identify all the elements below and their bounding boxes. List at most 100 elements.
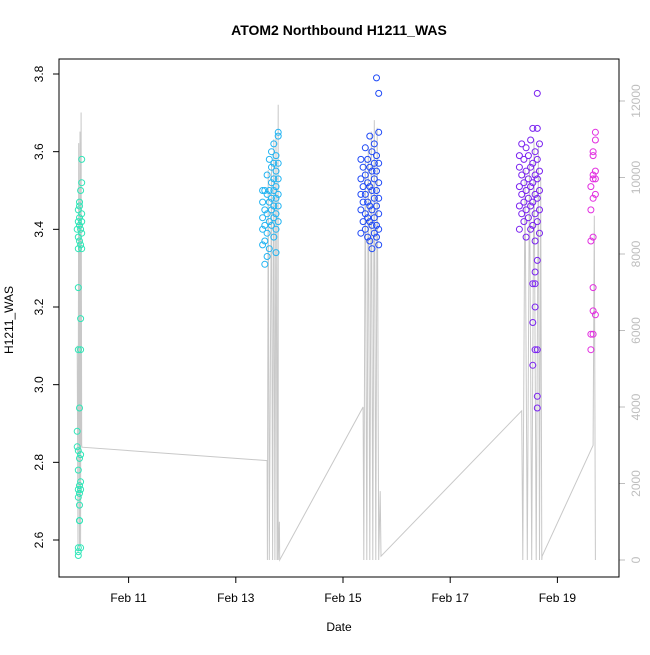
data-point (359, 163, 367, 171)
data-point (361, 144, 369, 152)
plot-area-border (58, 58, 620, 578)
data-point (531, 190, 539, 198)
data-point (375, 89, 383, 97)
data-point (515, 152, 523, 160)
data-point (373, 74, 380, 82)
data-point (270, 140, 278, 148)
data-point (375, 159, 383, 167)
data-point (518, 210, 526, 218)
data-point (73, 427, 81, 435)
data-point (375, 179, 383, 187)
data-point (591, 167, 599, 175)
y2-tick-label: 8000 (629, 240, 643, 267)
data-point (529, 198, 537, 206)
data-point (531, 346, 539, 354)
data-point (259, 214, 267, 222)
series-4 (515, 89, 543, 412)
data-point (529, 319, 537, 326)
y-tick-label: 3.6 (32, 143, 46, 160)
data-point (263, 253, 271, 260)
data-point (529, 179, 537, 187)
data-point (74, 233, 82, 241)
data-point (357, 155, 365, 163)
data-point (274, 202, 282, 210)
data-point (370, 140, 378, 148)
y-axis-label: H1211_WAS (2, 286, 16, 354)
data-point (364, 214, 372, 222)
data-point (259, 198, 267, 206)
data-point (357, 190, 365, 198)
data-point (76, 202, 83, 210)
data-point (373, 202, 380, 210)
data-point (274, 190, 282, 198)
y-tick-label: 3.2 (32, 298, 46, 315)
chart-title: ATOM2 Northbound H1211_WAS (231, 22, 447, 38)
y2-tick-label: 4000 (629, 393, 643, 420)
data-point (361, 171, 369, 179)
data-point (591, 311, 599, 319)
data-point (527, 183, 535, 191)
data-point (76, 517, 83, 525)
data-point (587, 206, 595, 214)
data-point (78, 229, 86, 237)
data-point (74, 206, 82, 214)
data-point (527, 202, 535, 210)
data-point (520, 218, 528, 226)
data-point (520, 198, 528, 206)
data-point (274, 128, 282, 136)
data-point (531, 148, 539, 156)
y2-tick-label: 2000 (629, 470, 643, 497)
data-point (515, 183, 523, 191)
data-point (270, 202, 278, 210)
data-point (587, 183, 595, 191)
data-point (261, 237, 269, 245)
data-point (529, 280, 537, 288)
x-axis-label: Date (326, 620, 352, 634)
data-point (74, 245, 82, 253)
data-point (359, 218, 367, 226)
data-point (77, 486, 85, 493)
data-point (74, 447, 82, 455)
data-point (589, 194, 597, 202)
data-point (527, 136, 535, 144)
data-point (76, 501, 83, 509)
data-point (78, 245, 86, 253)
data-point (370, 175, 378, 183)
data-point (274, 159, 282, 167)
data-point (591, 128, 599, 136)
data-point (270, 159, 278, 167)
data-point (77, 225, 85, 233)
x-tick-label: Feb 15 (324, 591, 362, 605)
data-point (268, 206, 275, 214)
data-point (515, 163, 523, 171)
data-point (587, 237, 595, 245)
data-point (78, 218, 86, 226)
series-1 (73, 155, 86, 559)
data-point (272, 210, 280, 218)
data-point (370, 159, 378, 167)
y-tick-label: 3.8 (32, 65, 46, 82)
secondary-series-layer (76, 104, 596, 562)
y-tick-label: 2.6 (32, 531, 46, 548)
y2-tick-label: 12000 (629, 84, 643, 118)
data-point (76, 404, 83, 412)
data-point (531, 303, 539, 311)
data-point (368, 221, 376, 229)
data-point (364, 155, 372, 163)
data-point (76, 221, 83, 229)
data-point (589, 175, 597, 183)
data-point (76, 214, 83, 222)
data-point (375, 194, 383, 202)
data-point (368, 245, 376, 253)
data-point (361, 210, 369, 218)
data-point (74, 548, 82, 556)
data-point (536, 167, 543, 175)
data-point (261, 187, 269, 194)
data-point (274, 218, 282, 226)
data-point (263, 190, 271, 198)
data-point (272, 225, 280, 233)
data-point (533, 194, 541, 202)
data-point (78, 179, 86, 187)
data-point (533, 175, 541, 183)
